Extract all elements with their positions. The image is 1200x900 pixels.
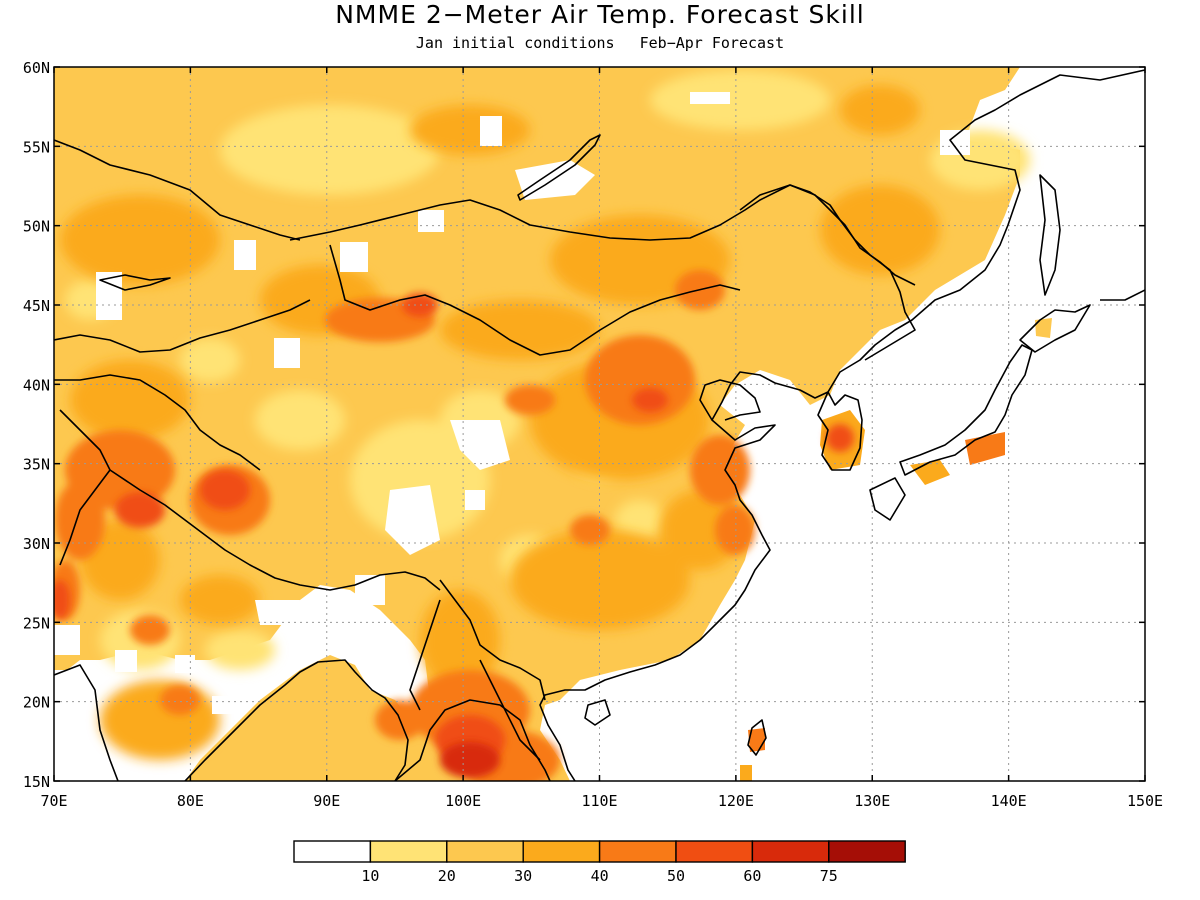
- lat-tick-label: 55N: [23, 138, 50, 156]
- lat-tick-label: 40N: [23, 376, 50, 394]
- map-subtitle: Jan initial conditions Feb−Apr Forecast: [0, 34, 1200, 52]
- border-central-asia: [54, 374, 261, 471]
- coastline-japan-honshu: [899, 344, 1033, 476]
- colorbar-swatch: [828, 840, 906, 863]
- map-title: NMME 2−Meter Air Temp. Forecast Skill: [335, 0, 865, 29]
- colorbar-swatch: [751, 840, 830, 863]
- colorbar-swatch: [522, 840, 601, 863]
- coastlines-borders: [54, 69, 1145, 781]
- skill-japan-south: [910, 460, 950, 485]
- colorbar-label: 60: [743, 867, 761, 885]
- lat-tick-label: 20N: [23, 694, 50, 712]
- lon-tick-label: 80E: [177, 792, 204, 810]
- coastline-hokkaido: [1019, 304, 1091, 353]
- coastline-hainan: [584, 699, 611, 726]
- lat-tick-label: 60N: [23, 59, 50, 77]
- lon-tick-label: 130E: [854, 792, 890, 810]
- bohai-coast: [699, 379, 761, 421]
- colorbar-label: 75: [820, 867, 838, 885]
- coastline-kamchatka-hint: [1100, 289, 1145, 301]
- colorbar-swatch: [446, 840, 524, 863]
- lon-tick-label: 100E: [445, 792, 481, 810]
- lon-tick-label: 90E: [313, 792, 340, 810]
- latitude-ticks: 15N 20N 25N 30N 35N 40N 45N 50N 55N 60N: [23, 59, 1145, 791]
- colorbar-swatch: [293, 840, 372, 863]
- coastline-japan-kyushu: [869, 477, 906, 521]
- lake-baikal: [517, 134, 601, 201]
- longitude-ticks: 70E 80E 90E 100E 110E 120E 130E 140E 150E: [40, 67, 1163, 810]
- lat-tick-label: 25N: [23, 614, 50, 632]
- skill-band-60-75: [440, 742, 500, 778]
- colorbar-label: 10: [361, 867, 379, 885]
- lat-tick-label: 30N: [23, 535, 50, 553]
- coastline-korea: [817, 391, 863, 471]
- skill-hainan: [740, 765, 752, 781]
- border-pakistan-india: [59, 409, 111, 566]
- coastline-taiwan: [747, 719, 767, 756]
- lon-tick-label: 70E: [40, 792, 67, 810]
- border-kazakhstan: [54, 139, 311, 353]
- border-burma-china: [439, 579, 546, 701]
- colorbar-swatch: [675, 840, 754, 863]
- border-indochina-internal: [409, 599, 541, 761]
- colorbar-label: 30: [514, 867, 532, 885]
- coastline-sakhalin: [1039, 174, 1061, 296]
- lon-tick-label: 140E: [991, 792, 1027, 810]
- skill-field: [54, 67, 1145, 781]
- lat-tick-label: 35N: [23, 456, 50, 474]
- border-himalaya: [109, 469, 441, 591]
- colorbar: 10 20 30 40 50 60 75: [293, 840, 906, 885]
- subtitle-forecast-period: Feb−Apr Forecast: [639, 34, 785, 52]
- skill-hokkaido: [1035, 318, 1052, 338]
- coastline-india-bay: [54, 659, 409, 781]
- lat-tick-label: 15N: [23, 773, 50, 791]
- colorbar-label: 20: [438, 867, 456, 885]
- coastline-east-asia: [539, 69, 1145, 781]
- colorbar-label: 50: [667, 867, 685, 885]
- lon-tick-label: 120E: [718, 792, 754, 810]
- colorbar-label: 40: [591, 867, 609, 885]
- lat-tick-label: 50N: [23, 218, 50, 236]
- border-china-russia-ne: [739, 184, 916, 361]
- lon-tick-label: 110E: [581, 792, 617, 810]
- lat-tick-label: 45N: [23, 297, 50, 315]
- skill-band-below-10: [54, 92, 970, 714]
- colorbar-swatch: [598, 840, 677, 863]
- lon-tick-label: 150E: [1127, 792, 1163, 810]
- subtitle-initial-conditions: Jan initial conditions: [415, 34, 615, 52]
- lake-balkhash: [99, 274, 171, 291]
- colorbar-swatch: [369, 840, 448, 863]
